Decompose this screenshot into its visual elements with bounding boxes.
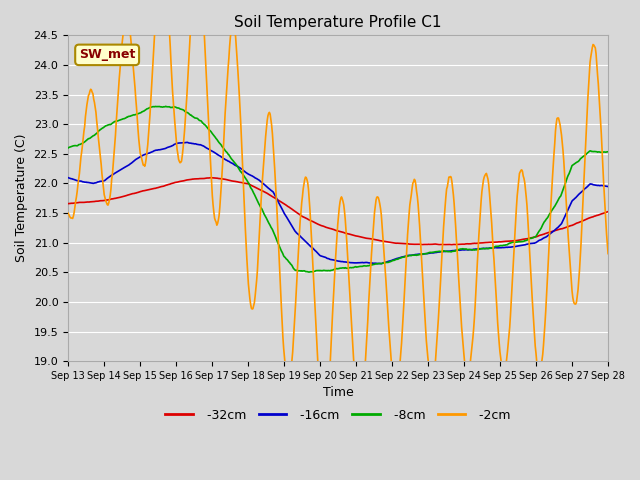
Y-axis label: Soil Temperature (C): Soil Temperature (C) xyxy=(15,134,28,263)
Legend:  -32cm,  -16cm,  -8cm,  -2cm: -32cm, -16cm, -8cm, -2cm xyxy=(161,404,516,427)
Text: SW_met: SW_met xyxy=(79,48,135,61)
X-axis label: Time: Time xyxy=(323,386,353,399)
Title: Soil Temperature Profile C1: Soil Temperature Profile C1 xyxy=(234,15,442,30)
